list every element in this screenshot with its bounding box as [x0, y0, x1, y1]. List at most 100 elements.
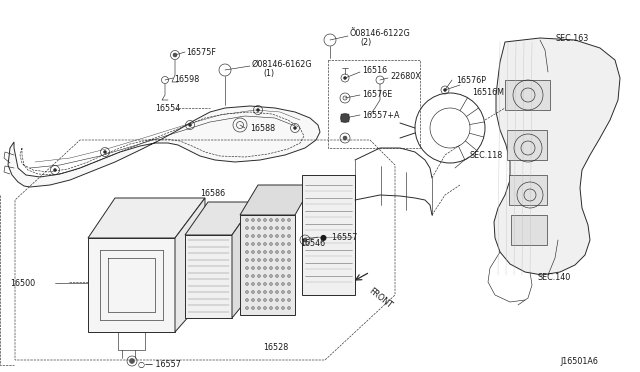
- Circle shape: [246, 218, 248, 221]
- Circle shape: [287, 275, 291, 278]
- Circle shape: [282, 307, 285, 310]
- Circle shape: [343, 136, 347, 140]
- Circle shape: [287, 282, 291, 285]
- Circle shape: [252, 266, 255, 269]
- Circle shape: [303, 238, 307, 242]
- Circle shape: [252, 282, 255, 285]
- Text: 16576P: 16576P: [456, 76, 486, 84]
- Circle shape: [269, 218, 273, 221]
- Circle shape: [252, 307, 255, 310]
- Circle shape: [246, 234, 248, 237]
- Circle shape: [282, 259, 285, 262]
- Polygon shape: [341, 114, 349, 122]
- Circle shape: [246, 250, 248, 253]
- Circle shape: [189, 124, 191, 126]
- Circle shape: [282, 218, 285, 221]
- Text: SEC.140: SEC.140: [537, 273, 570, 282]
- Circle shape: [252, 298, 255, 301]
- Circle shape: [287, 307, 291, 310]
- Polygon shape: [185, 202, 255, 235]
- Text: J16501A6: J16501A6: [560, 357, 598, 366]
- Circle shape: [444, 89, 447, 92]
- Circle shape: [246, 298, 248, 301]
- Circle shape: [264, 218, 266, 221]
- Circle shape: [252, 275, 255, 278]
- Circle shape: [54, 169, 56, 171]
- Polygon shape: [88, 238, 175, 332]
- Text: Õ08146-6122G: Õ08146-6122G: [350, 29, 411, 38]
- Text: 16554: 16554: [155, 103, 180, 112]
- Circle shape: [282, 234, 285, 237]
- Polygon shape: [240, 215, 295, 315]
- Circle shape: [246, 275, 248, 278]
- Circle shape: [246, 282, 248, 285]
- Circle shape: [287, 234, 291, 237]
- Circle shape: [269, 298, 273, 301]
- Polygon shape: [507, 130, 547, 160]
- Circle shape: [264, 227, 266, 230]
- Text: 16576E: 16576E: [362, 90, 392, 99]
- Circle shape: [246, 259, 248, 262]
- Circle shape: [264, 275, 266, 278]
- Circle shape: [257, 234, 260, 237]
- Polygon shape: [175, 198, 205, 332]
- Text: (2): (2): [360, 38, 371, 46]
- Circle shape: [287, 250, 291, 253]
- Circle shape: [257, 109, 259, 112]
- Polygon shape: [8, 106, 320, 187]
- Circle shape: [282, 266, 285, 269]
- Circle shape: [287, 259, 291, 262]
- Polygon shape: [185, 235, 232, 318]
- Circle shape: [252, 218, 255, 221]
- Circle shape: [269, 243, 273, 246]
- Text: 16588: 16588: [250, 124, 275, 132]
- Circle shape: [269, 275, 273, 278]
- Text: 16528: 16528: [263, 343, 288, 353]
- Circle shape: [275, 266, 278, 269]
- Circle shape: [287, 218, 291, 221]
- Circle shape: [252, 227, 255, 230]
- Text: SEC.163: SEC.163: [555, 33, 588, 42]
- Circle shape: [246, 243, 248, 246]
- Circle shape: [264, 259, 266, 262]
- Text: FRONT: FRONT: [367, 286, 394, 310]
- Text: 16516M: 16516M: [472, 87, 504, 96]
- Circle shape: [275, 275, 278, 278]
- Circle shape: [264, 234, 266, 237]
- Circle shape: [252, 291, 255, 294]
- Circle shape: [252, 259, 255, 262]
- Circle shape: [246, 307, 248, 310]
- Circle shape: [269, 234, 273, 237]
- Polygon shape: [505, 80, 550, 110]
- Circle shape: [252, 250, 255, 253]
- Circle shape: [269, 266, 273, 269]
- Text: 16500: 16500: [10, 279, 35, 288]
- Polygon shape: [88, 198, 205, 238]
- Polygon shape: [509, 175, 547, 205]
- Circle shape: [275, 227, 278, 230]
- Circle shape: [246, 227, 248, 230]
- Circle shape: [246, 291, 248, 294]
- Circle shape: [275, 282, 278, 285]
- Circle shape: [287, 243, 291, 246]
- Text: 16557+A: 16557+A: [362, 110, 399, 119]
- Text: 16546: 16546: [300, 238, 325, 247]
- Circle shape: [252, 243, 255, 246]
- Text: 16575F: 16575F: [186, 48, 216, 57]
- Circle shape: [264, 282, 266, 285]
- Circle shape: [282, 243, 285, 246]
- Text: Ø08146-6162G: Ø08146-6162G: [252, 60, 312, 68]
- Text: 16598: 16598: [174, 74, 199, 83]
- Circle shape: [257, 250, 260, 253]
- Circle shape: [269, 291, 273, 294]
- Circle shape: [264, 307, 266, 310]
- Polygon shape: [302, 175, 355, 295]
- Circle shape: [275, 234, 278, 237]
- Circle shape: [246, 266, 248, 269]
- Text: 16586: 16586: [200, 189, 225, 198]
- Circle shape: [282, 298, 285, 301]
- Polygon shape: [511, 215, 547, 245]
- Text: ●  16557: ● 16557: [320, 232, 357, 241]
- Circle shape: [257, 259, 260, 262]
- Text: 16516: 16516: [362, 65, 387, 74]
